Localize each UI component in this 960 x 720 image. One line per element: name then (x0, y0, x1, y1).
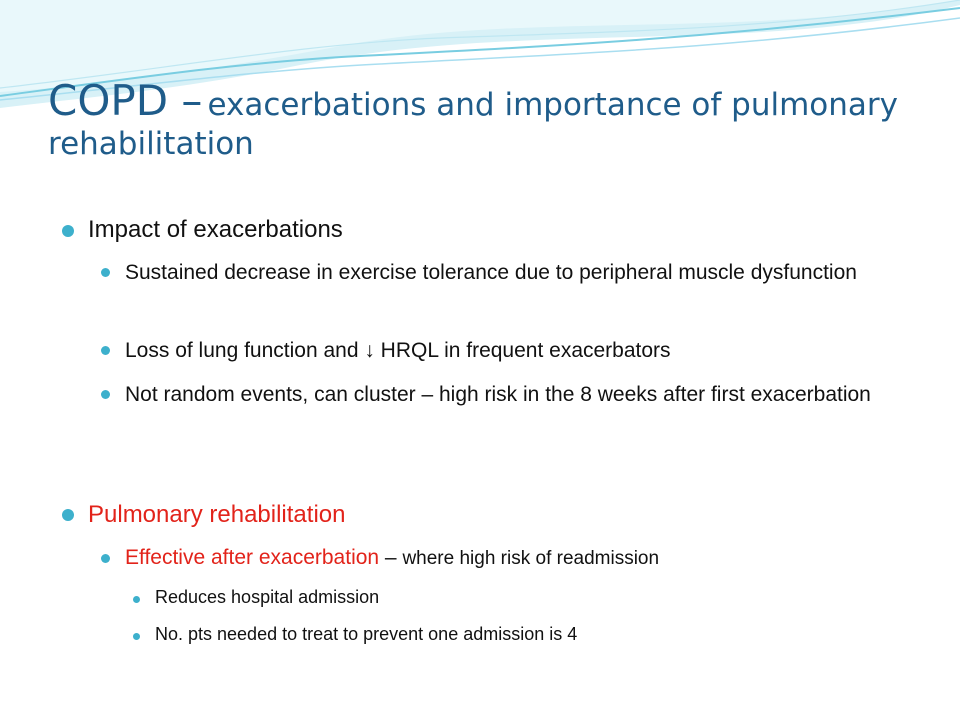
section1-point-1: Sustained decrease in exercise tolerance… (125, 261, 857, 284)
section2-subpoint-1: Reduces hospital admission (155, 587, 380, 607)
title-rest: exacerbations and importance of pulmonar… (48, 87, 899, 162)
section1-heading: Impact of exacerbations (88, 216, 343, 243)
section2-heading: Pulmonary rehabilitation (88, 501, 346, 528)
header-wave-decoration (0, 0, 960, 108)
section1-point-2: Loss of lung function and ↓ HRQL in freq… (125, 339, 671, 362)
section2-subpoint-2: No. pts needed to treat to prevent one a… (155, 624, 578, 644)
bullet-dot-icon (101, 346, 110, 355)
slide-title: COPD – exacerbations and importance of p… (48, 76, 928, 162)
bullet-dot-icon (62, 225, 74, 237)
bullet-dot-icon (101, 268, 110, 277)
bullet-dot-icon (133, 596, 140, 603)
bullet-dot-icon (101, 390, 110, 399)
section2-point-dash: – (379, 546, 403, 569)
title-main: COPD – (48, 76, 203, 125)
section1-point-3: Not random events, can cluster – high ri… (125, 383, 871, 406)
bullet-dot-icon (101, 554, 110, 563)
section2-point-red: Effective after exacerbation (125, 546, 380, 569)
section2-point-rest: where high risk of readmission (402, 548, 660, 569)
bullet-dot-icon (62, 509, 74, 521)
section2-point: Effective after exacerbation – where hig… (125, 544, 905, 572)
bullet-dot-icon (133, 633, 140, 640)
